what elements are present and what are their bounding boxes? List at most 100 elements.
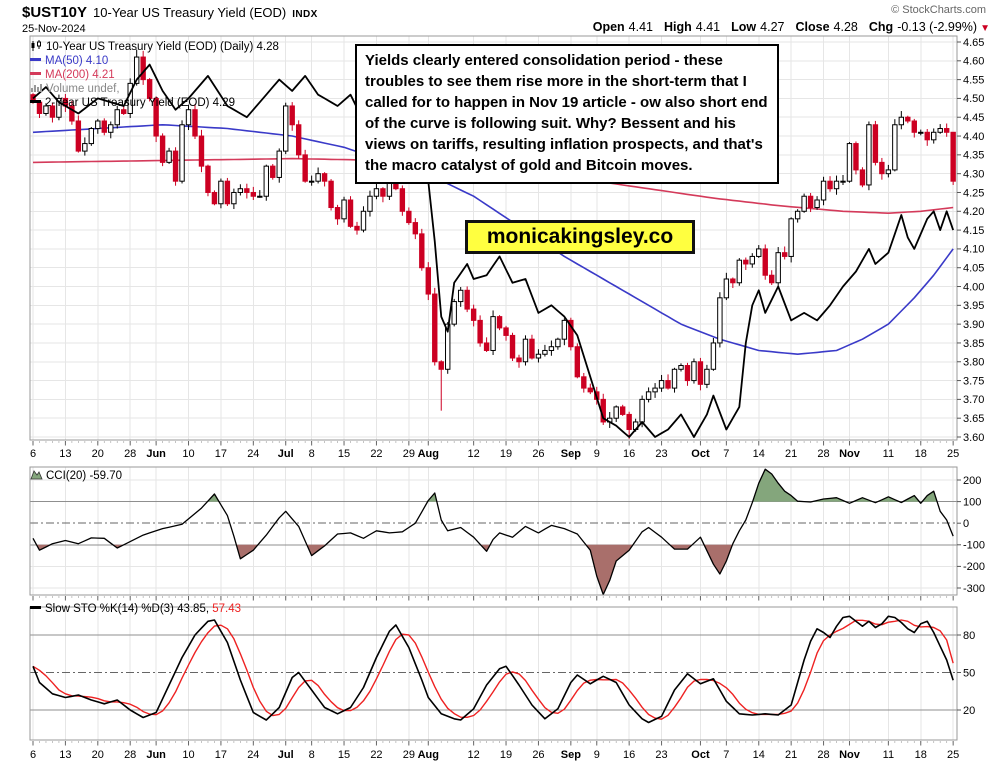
y-axis-label: -300 (963, 583, 985, 595)
x-axis-label: 15 (338, 448, 350, 460)
x-axis-label: 9 (594, 749, 600, 761)
x-axis-label: 21 (785, 448, 797, 460)
y-axis-label: 4.25 (963, 187, 984, 199)
cci-line (32, 468, 954, 595)
ust2y-line-icon (30, 100, 41, 104)
sto-d-line (32, 619, 954, 720)
x-axis-label: Jun (146, 749, 166, 761)
y-axis-label: 4.40 (963, 131, 984, 143)
x-axis-label: 24 (247, 749, 259, 761)
x-axis-label: 25 (947, 448, 959, 460)
x-axis-label: 28 (124, 448, 136, 460)
low-value: 4.27 (760, 20, 785, 34)
legend-series-2y: 2-Year US Treasury Yield (EOD) 4.29 (30, 97, 235, 109)
y-axis-label: 4.60 (963, 56, 984, 68)
ticker-symbol: $UST10Y (22, 4, 88, 21)
cci-oversold-fill (669, 544, 693, 550)
x-axis-label: 19 (500, 749, 512, 761)
y-axis-label: 4.15 (963, 225, 984, 237)
y-axis-label: 4.50 (963, 93, 984, 105)
chg-value: -0.13 (-2.99%) (897, 20, 978, 34)
main-panel-border (29, 35, 958, 441)
ust2y-line (32, 63, 955, 438)
cci-overbought-fill (853, 497, 873, 502)
y-axis-label: 3.70 (963, 394, 984, 406)
cci-overbought-fill (877, 496, 900, 502)
watermark-badge: monicakingsley.co (465, 220, 695, 254)
y-axis-label: -100 (963, 540, 985, 552)
x-axis-label: 22 (370, 749, 382, 761)
cci-oversold-fill (480, 544, 491, 552)
x-axis-label: 23 (655, 749, 667, 761)
x-axis-label: Oct (691, 749, 710, 761)
x-axis-label: 29 (403, 448, 415, 460)
y-axis-label: 4.35 (963, 150, 984, 162)
x-axis-label: Aug (418, 448, 439, 460)
y-axis-label: -200 (963, 561, 985, 573)
legend-ma200: MA(200) 4.21 (30, 69, 115, 81)
x-axis-label: 14 (753, 448, 765, 460)
x-axis-label: 16 (623, 749, 635, 761)
x-axis-label: 12 (468, 749, 480, 761)
open-label: Open (592, 20, 625, 34)
x-axis-label: Jun (146, 448, 166, 460)
ma200-line-icon (30, 72, 41, 76)
x-axis-label: 29 (403, 749, 415, 761)
sto-panel-border (29, 606, 958, 741)
y-axis-label: 4.65 (963, 37, 984, 49)
y-axis-label: 100 (963, 496, 981, 508)
y-axis-label: 50 (963, 667, 975, 679)
x-axis-label: 21 (785, 749, 797, 761)
x-axis-label: 26 (532, 448, 544, 460)
cci-overbought-fill (752, 469, 805, 502)
high-value: 4.41 (695, 20, 721, 34)
y-axis-label: 3.60 (963, 432, 984, 444)
cci-oversold-fill (586, 544, 633, 595)
x-axis-label: 8 (309, 749, 315, 761)
x-axis-label: 28 (817, 448, 829, 460)
cci-icon (30, 470, 43, 480)
y-axis-label: 4.55 (963, 74, 984, 86)
change-down-triangle-icon: ▼ (980, 23, 990, 34)
cci-oversold-fill (236, 544, 258, 559)
legend-sto-label: Slow STO %K(14) %D(3) 43.85, (45, 603, 210, 615)
open-value: 4.41 (628, 20, 654, 34)
x-axis-label: 28 (817, 749, 829, 761)
legend-ma50: MA(50) 4.10 (30, 55, 108, 67)
x-axis-label: 17 (215, 448, 227, 460)
candles-layer (30, 49, 956, 439)
x-axis-label: Nov (839, 448, 861, 460)
y-axis-label: 3.80 (963, 357, 984, 369)
close-label: Close (795, 20, 830, 34)
volume-icon (31, 84, 42, 93)
x-axis-label: Jul (278, 448, 294, 460)
copyright: © StockCharts.com (891, 4, 986, 16)
sto-k-line-icon (30, 606, 41, 610)
x-axis-label: 14 (753, 749, 765, 761)
x-axis-label: 23 (655, 448, 667, 460)
x-axis-label: 10 (182, 448, 194, 460)
x-axis-label: 18 (915, 749, 927, 761)
y-axis-label: 3.75 (963, 375, 984, 387)
instrument-name: 10-Year US Treasury Yield (EOD) (93, 5, 287, 20)
x-axis-label: 17 (215, 749, 227, 761)
legend-ma50-label: MA(50) 4.10 (45, 55, 109, 67)
legend-cci-label: CCI(20) -59.70 (46, 470, 123, 482)
sto-k-line (32, 615, 954, 724)
x-axis-label: 7 (723, 749, 729, 761)
y-axis-label: 4.05 (963, 263, 984, 275)
x-axis-label: 11 (883, 448, 894, 460)
x-axis-label: 20 (92, 749, 104, 761)
close-value: 4.28 (833, 20, 858, 34)
x-axis-label: Oct (691, 448, 710, 460)
y-axis-label: 200 (963, 475, 981, 487)
legend-volume-label: Volume undef, (46, 83, 120, 95)
x-axis-label: 19 (500, 448, 512, 460)
x-axis-label: 6 (30, 448, 36, 460)
y-axis-label: 80 (963, 630, 975, 642)
low-label: Low (731, 20, 757, 34)
legend-sto-d-value: 57.43 (212, 603, 242, 615)
cci-oversold-fill (306, 544, 326, 556)
